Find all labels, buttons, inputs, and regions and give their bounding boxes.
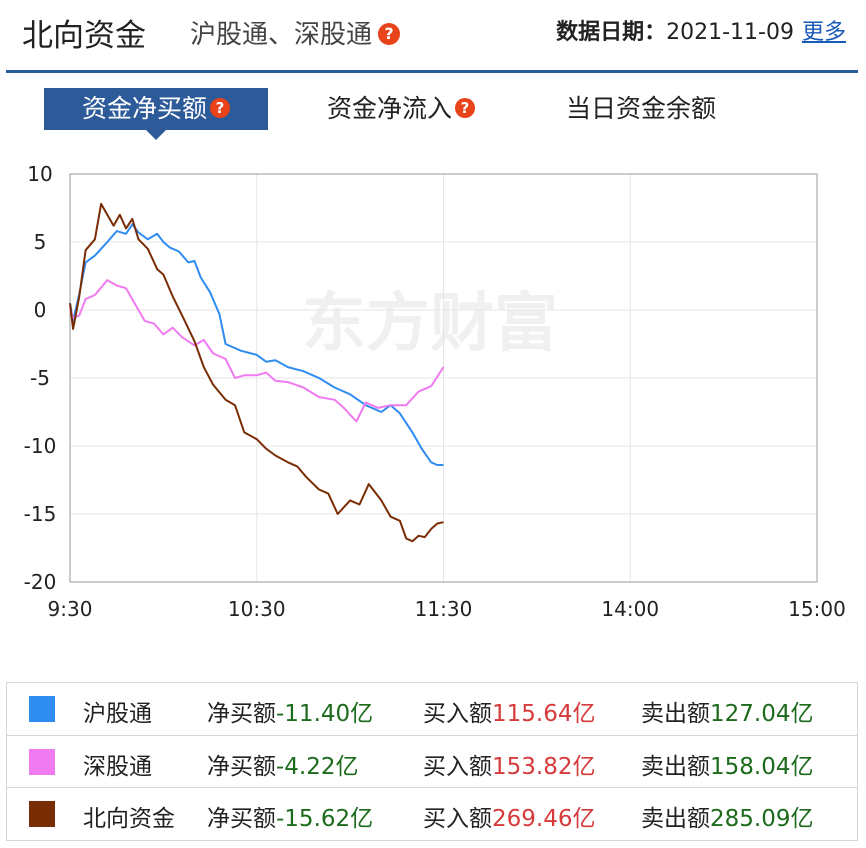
sell-value: 285.09亿 — [710, 806, 814, 832]
sell-cell: 卖出额285.09亿 — [641, 799, 813, 833]
series-name: 北向资金 — [83, 806, 175, 832]
series-line-sz — [69, 279, 445, 423]
page-subtitle: 沪股通、深股通? — [190, 14, 401, 51]
tab-net-inflow[interactable]: 资金净流入? — [306, 88, 496, 130]
series-line-north — [69, 202, 444, 543]
x-tick-label: 15:00 — [788, 597, 846, 621]
net-buy-label: 净买额 — [207, 806, 276, 832]
net-buy-value: -11.40亿 — [276, 701, 374, 727]
sell-value: 127.04亿 — [710, 701, 814, 727]
y-tick-label: -10 — [24, 434, 57, 458]
series-color-swatch — [29, 696, 55, 722]
series-color-swatch — [29, 749, 55, 775]
sell-cell: 卖出额158.04亿 — [641, 747, 813, 781]
x-axis-labels: 9:30 10:30 11:30 14:00 15:00 — [48, 597, 846, 621]
buy-value: 269.46亿 — [492, 806, 596, 832]
x-tick-label: 14:00 — [601, 597, 659, 621]
y-tick-label: -15 — [24, 502, 57, 526]
plot-border — [69, 173, 818, 583]
tab-bar: 资金净买额? 资金净流入? 当日资金余额 — [0, 88, 866, 143]
buy-label: 买入额 — [423, 701, 492, 727]
watermark-text: 东方财富 — [302, 287, 558, 361]
net-buy-label: 净买额 — [207, 701, 276, 727]
buy-label: 买入额 — [423, 754, 492, 780]
series-line-sh — [69, 223, 444, 466]
more-link[interactable]: 更多 — [801, 20, 846, 45]
page-header: 北向资金 沪股通、深股通? 数据日期：2021-11-09 更多 — [0, 0, 866, 72]
buy-label: 买入额 — [423, 806, 492, 832]
y-axis-labels: 10 5 0 -5 -10 -15 -20 — [24, 162, 57, 594]
tab-net-inflow-label: 资金净流入 — [326, 94, 452, 123]
buy-value: 115.64亿 — [492, 701, 596, 727]
buy-cell: 买入额269.46亿 — [423, 799, 595, 833]
buy-value: 153.82亿 — [492, 754, 596, 780]
net-buy-line-chart: 东方财富 10 5 0 -5 -10 -15 -20 9:30 10:30 11:30 14:00… — [24, 162, 846, 621]
y-tick-label: 0 — [34, 298, 47, 322]
page-title: 北向资金 — [22, 18, 146, 54]
x-tick-label: 10:30 — [228, 597, 286, 621]
buy-cell: 买入额115.64亿 — [423, 694, 595, 728]
series-name: 沪股通 — [83, 701, 152, 727]
net-buy-value: -15.62亿 — [276, 806, 374, 832]
help-icon[interactable]: ? — [210, 98, 230, 118]
x-tick-label: 11:30 — [415, 597, 473, 621]
summary-row-sh: 沪股通 净买额-11.40亿 买入额115.64亿 卖出额127.04亿 — [7, 683, 857, 735]
x-tick-label: 9:30 — [48, 597, 93, 621]
y-tick-label: 10 — [27, 162, 52, 186]
tab-net-buy[interactable]: 资金净买额? — [44, 88, 268, 130]
date-value: 2021-11-09 — [666, 20, 794, 45]
series-name: 深股通 — [83, 754, 152, 780]
series-color-swatch — [29, 801, 55, 827]
buy-cell: 买入额153.82亿 — [423, 747, 595, 781]
sell-label: 卖出额 — [641, 754, 710, 780]
net-buy-cell: 净买额-15.62亿 — [207, 799, 373, 833]
tab-daily-balance-label: 当日资金余额 — [565, 94, 716, 123]
sell-label: 卖出额 — [641, 701, 710, 727]
tab-daily-balance[interactable]: 当日资金余额 — [548, 88, 734, 130]
summary-row-north: 北向资金 净买额-15.62亿 买入额269.46亿 卖出额285.09亿 — [7, 787, 857, 840]
chart-grid — [69, 173, 818, 583]
summary-table: 沪股通 净买额-11.40亿 买入额115.64亿 卖出额127.04亿 深股通… — [6, 682, 858, 841]
series-lines — [69, 202, 445, 543]
net-buy-cell: 净买额-11.40亿 — [207, 694, 373, 728]
y-tick-label: -20 — [24, 570, 57, 594]
net-buy-cell: 净买额-4.22亿 — [207, 747, 359, 781]
data-date: 数据日期：2021-11-09 更多 — [556, 14, 846, 46]
sell-cell: 卖出额127.04亿 — [641, 694, 813, 728]
net-buy-value: -4.22亿 — [276, 754, 359, 780]
sell-value: 158.04亿 — [710, 754, 814, 780]
subtitle-text: 沪股通、深股通 — [190, 20, 373, 50]
help-icon[interactable]: ? — [455, 98, 475, 118]
active-tab-pointer — [146, 130, 166, 140]
y-tick-label: -5 — [30, 366, 50, 390]
net-buy-label: 净买额 — [207, 754, 276, 780]
help-icon[interactable]: ? — [378, 22, 401, 45]
date-label: 数据日期： — [556, 20, 667, 45]
summary-row-sz: 深股通 净买额-4.22亿 买入额153.82亿 卖出额158.04亿 — [7, 735, 857, 788]
tab-net-buy-label: 资金净买额 — [81, 94, 207, 123]
y-tick-label: 5 — [34, 230, 47, 254]
header-divider — [6, 70, 858, 73]
sell-label: 卖出额 — [641, 806, 710, 832]
